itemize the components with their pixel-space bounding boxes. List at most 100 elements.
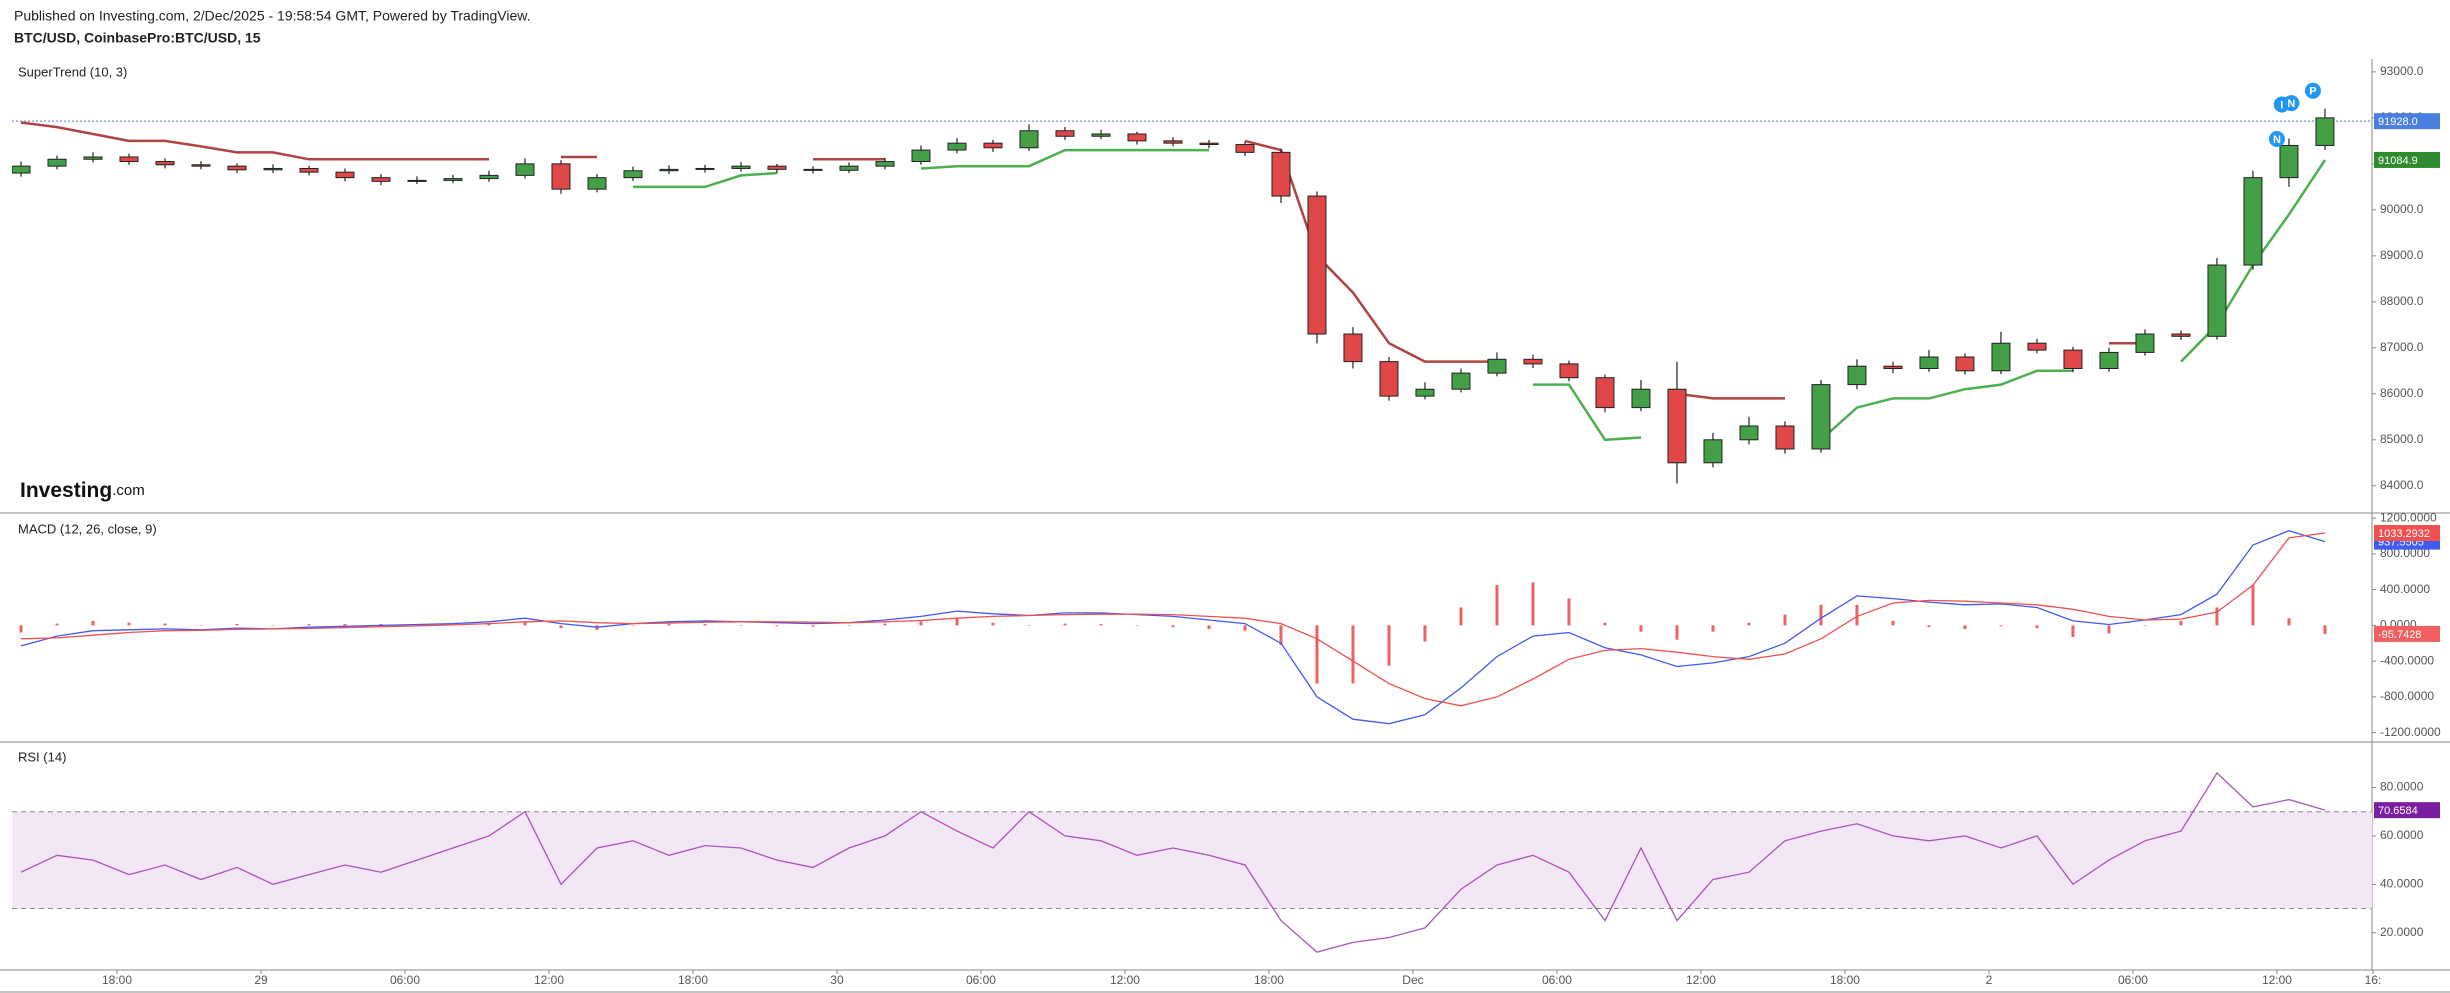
histogram-bar	[91, 620, 95, 626]
candle-body	[1091, 133, 1111, 137]
pane-plot: NI NP	[12, 82, 2372, 484]
candle-body	[2243, 177, 2263, 266]
last-value-box	[2374, 113, 2440, 130]
candle-body	[911, 149, 931, 163]
y-tick-label: -400.0000	[2380, 653, 2434, 667]
candle-body	[1019, 130, 1039, 149]
candle-body	[587, 177, 607, 190]
candle-body	[227, 165, 247, 171]
candle-body	[1451, 372, 1471, 390]
candle-body	[1307, 195, 1327, 335]
x-tick-label: 06:00	[1542, 973, 1572, 987]
candle-body	[263, 167, 283, 171]
histogram-bar	[523, 621, 527, 626]
investing-logo: Investing.com	[20, 479, 145, 502]
histogram-bar	[1279, 625, 1283, 646]
histogram-bar	[235, 624, 239, 626]
histogram-bar	[2287, 618, 2291, 626]
candle-body	[1127, 133, 1147, 142]
histogram-bar	[1387, 625, 1391, 666]
candle-body	[1847, 365, 1867, 386]
candle-body	[2027, 342, 2047, 351]
candle-body	[479, 174, 499, 180]
logo-suffix: .com	[112, 482, 145, 499]
signal-label: N	[2287, 98, 2295, 110]
x-tick-label: 12:00	[534, 973, 564, 987]
last-value-label: 91084.9	[2378, 155, 2418, 167]
supertrend-line	[20, 121, 2145, 400]
y-tick-label: 84000.0	[2380, 478, 2424, 492]
x-tick-label: 12:00	[2262, 973, 2292, 987]
signal-marker	[2268, 131, 2285, 148]
candle-body	[155, 161, 175, 166]
candle-body	[2063, 349, 2083, 370]
histogram-bar	[199, 624, 203, 626]
histogram-bar	[919, 621, 923, 626]
histogram-bar	[1783, 614, 1787, 626]
rsi-line	[20, 771, 2326, 953]
macd-line	[20, 530, 2326, 725]
candle-body	[47, 158, 67, 167]
rsi-band	[12, 811, 2372, 909]
candle-body	[1199, 142, 1219, 146]
candle-body	[1739, 425, 1759, 441]
histogram-bar	[379, 624, 383, 626]
published-note: Published on Investing.com, 2/Dec/2025 -…	[14, 8, 530, 24]
histogram-bar	[1819, 604, 1823, 626]
y-tick-label: 20.0000	[2380, 925, 2424, 939]
histogram-bar	[1027, 625, 1031, 626]
x-tick-label: 2	[1986, 973, 1993, 987]
candle-body	[1415, 388, 1435, 397]
histogram-bar	[1207, 625, 1211, 629]
last-value-label: 91928.0	[2378, 116, 2418, 128]
histogram-bar	[1063, 623, 1067, 626]
symbol-title: BTC/USD, CoinbasePro:BTC/USD, 15	[14, 30, 261, 46]
candle-body	[1811, 384, 1831, 450]
histogram-bar	[163, 623, 167, 626]
histogram-bar	[775, 625, 779, 627]
candle-body	[1703, 439, 1723, 464]
x-tick-label: 06:00	[2118, 973, 2148, 987]
y-tick-label: 85000.0	[2380, 432, 2424, 446]
histogram-bar	[307, 624, 311, 626]
histogram-bar	[847, 625, 851, 626]
signal-marker	[2283, 95, 2300, 112]
pane-title: MACD (12, 26, close, 9)	[18, 521, 157, 536]
y-tick-label: 60.0000	[2380, 828, 2424, 842]
histogram-bar	[1711, 625, 1715, 632]
histogram-bar	[2215, 607, 2219, 626]
pane-plot	[12, 771, 2372, 953]
histogram-bar	[1243, 625, 1247, 631]
candle-body	[839, 165, 859, 171]
y-tick-label: 1200.0000	[2380, 510, 2437, 524]
candle-body	[983, 142, 1003, 149]
candle-body	[695, 167, 715, 170]
histogram-bar	[1531, 582, 1535, 626]
histogram-bar	[1495, 585, 1499, 626]
x-tick-label: 29	[254, 973, 268, 987]
histogram-bar	[271, 625, 275, 626]
y-tick-label: 90000.0	[2380, 202, 2424, 216]
last-value-box	[2374, 802, 2440, 819]
histogram-bar	[631, 625, 635, 626]
histogram-bar	[1891, 620, 1895, 626]
y-tick-label: 80.0000	[2380, 780, 2424, 794]
candle-body	[623, 170, 643, 179]
histogram-bar	[1639, 625, 1643, 632]
histogram-bar	[2107, 625, 2111, 634]
y-tick-label: 86000.0	[2380, 386, 2424, 400]
histogram-bar	[1099, 624, 1103, 626]
x-tick-label: 18:00	[1830, 973, 1860, 987]
y-tick-label: -800.0000	[2380, 689, 2434, 703]
pane-plot	[19, 530, 2327, 725]
candle-body	[875, 161, 895, 167]
last-value-box	[2374, 625, 2440, 642]
x-tick-label: 06:00	[966, 973, 996, 987]
candle-body	[12, 165, 31, 174]
candle-body	[1631, 388, 1651, 409]
histogram-bar	[1927, 625, 1931, 628]
signal-marker	[2304, 82, 2321, 99]
x-tick-label: 12:00	[1686, 973, 1716, 987]
candle-body	[731, 165, 751, 169]
